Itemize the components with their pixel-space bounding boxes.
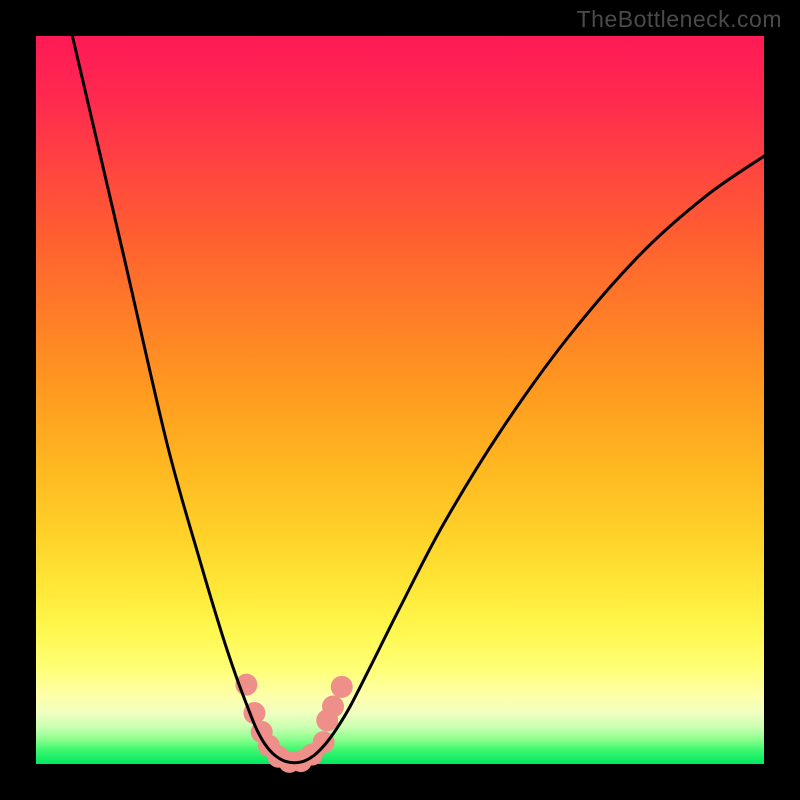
marker-dot [322,695,344,717]
bottleneck-curve [72,36,764,763]
marker-dot [331,676,353,698]
watermark-text: TheBottleneck.com [577,6,782,33]
curve-layer [36,36,764,764]
plot-area [36,36,764,764]
chart-container: TheBottleneck.com [0,0,800,800]
